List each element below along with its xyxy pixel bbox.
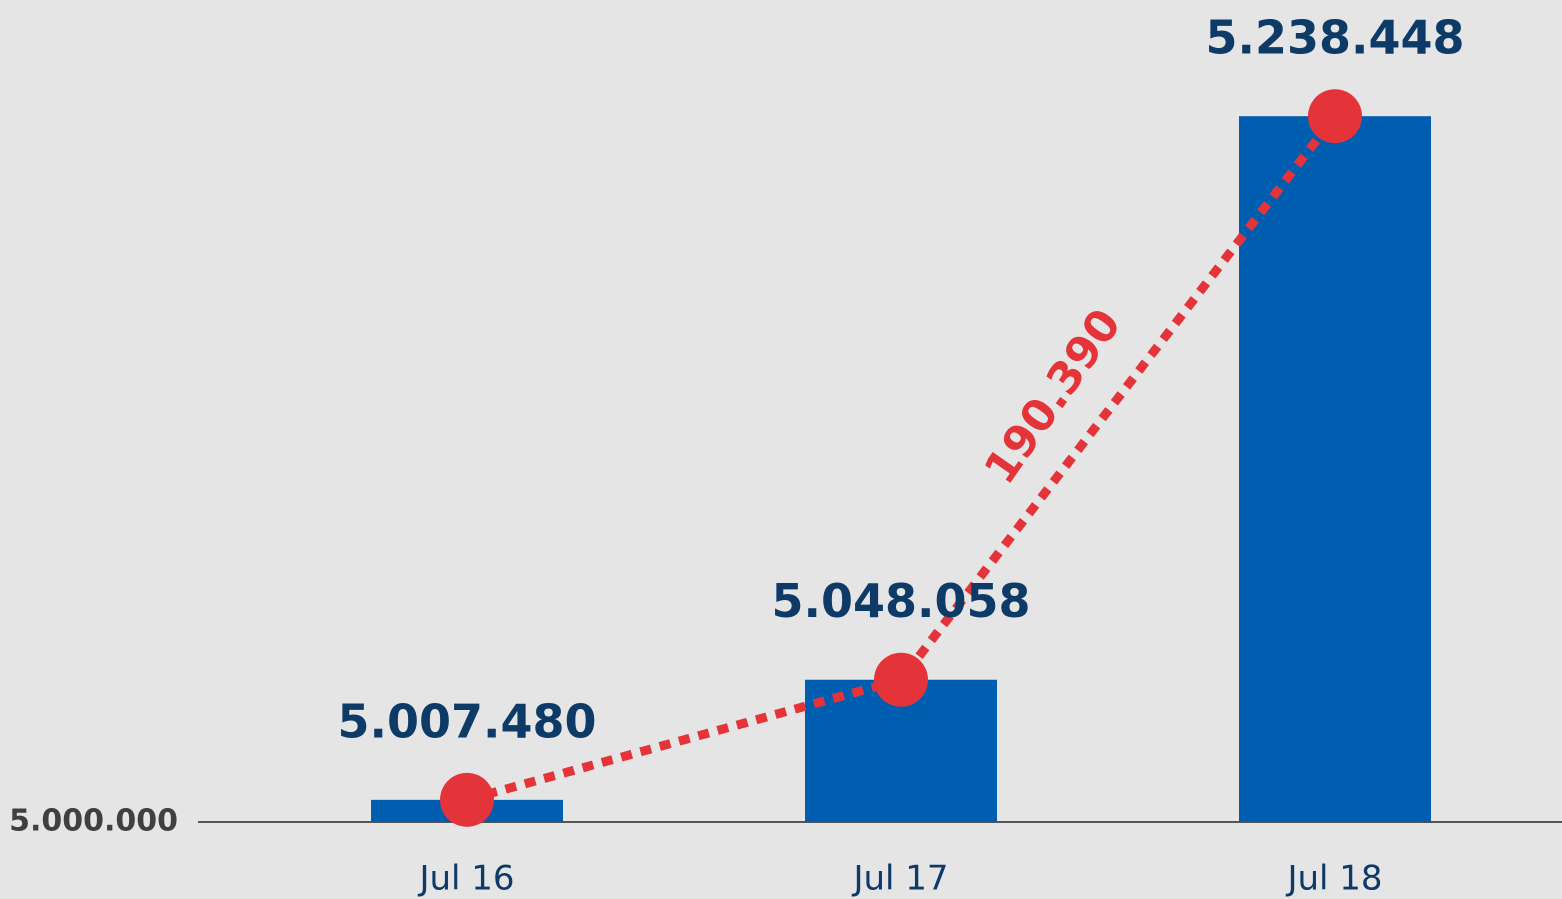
value-label: 5.007.480 <box>338 694 597 748</box>
value-label: 5.048.058 <box>772 574 1031 628</box>
value-label: 5.238.448 <box>1206 11 1465 65</box>
x-tick-label: Jul 17 <box>851 859 948 899</box>
y-tick-label: 5.000.000 <box>9 804 178 839</box>
x-tick-label: Jul 18 <box>1285 859 1382 899</box>
point <box>874 652 928 707</box>
point <box>440 772 494 827</box>
x-tick-label: Jul 16 <box>417 859 514 899</box>
point <box>1308 89 1362 144</box>
bar <box>1239 116 1431 823</box>
